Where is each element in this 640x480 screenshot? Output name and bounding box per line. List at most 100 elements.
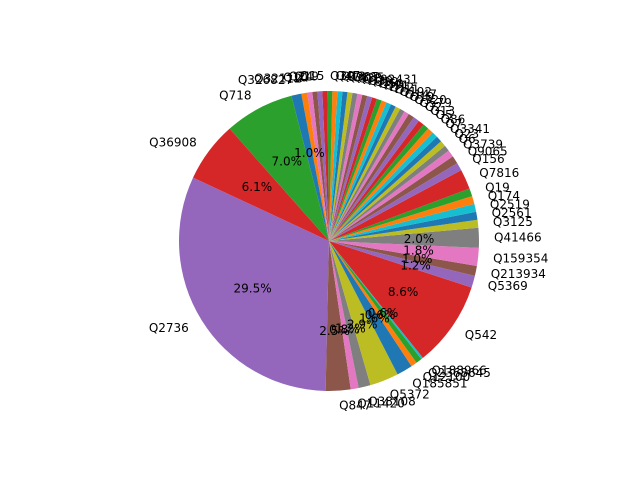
pie-slice (329, 241, 371, 389)
slice-percent: 1.0% (294, 146, 325, 160)
pie-slice (329, 241, 422, 363)
pie-slice (329, 156, 458, 241)
slice-percent: 0.6% (368, 306, 399, 320)
pie-slice (329, 241, 412, 375)
slice-label: Q320 (414, 93, 446, 107)
pie-slice (329, 120, 424, 241)
slice-label: Q29 (374, 75, 399, 89)
slice-label: Q19 (485, 180, 510, 194)
pie-percent-labels: 29.5%2.5%0.8%1.2%2.9%1.6%0.6%0.6%8.6%1.2… (234, 146, 435, 338)
slice-label: Q188966 (432, 363, 487, 377)
slice-label: Q7816 (479, 166, 519, 180)
pie-slice (329, 241, 417, 367)
pie-slice (329, 104, 396, 241)
pie-slice (178, 177, 329, 391)
pie-slice (329, 91, 338, 241)
slice-label: Q10 (283, 70, 308, 84)
slice-label: Q6 (459, 132, 476, 146)
pie-slice (329, 241, 398, 386)
pie-slice (312, 91, 329, 242)
slice-percent: 1.2% (335, 321, 366, 335)
slice-label: Q2561 (492, 206, 532, 220)
pie-slice (329, 145, 449, 241)
pie-slice (329, 93, 363, 241)
pie-slice (322, 91, 329, 241)
pie-slice (329, 91, 348, 241)
slice-label: Q32112 (254, 71, 302, 85)
slice-label: Q174 (488, 189, 520, 203)
pie-slice (329, 111, 409, 241)
slice-label: Q159354 (493, 252, 548, 266)
slice-label: Q5372 (390, 387, 430, 401)
pie-slice (329, 241, 475, 288)
pie-slice (329, 203, 477, 241)
slice-label: Q13 (430, 104, 455, 118)
slice-label: Q11420 (357, 397, 405, 411)
slice-label: Q192 (400, 85, 432, 99)
slice-label: Q2368645 (428, 366, 491, 380)
pie-slice (329, 92, 353, 241)
slice-percent: 2.0% (404, 232, 435, 246)
pie-slice (329, 94, 368, 241)
pie-slice (329, 102, 392, 241)
slice-label: Q91 (384, 79, 409, 93)
pie-slice (329, 91, 343, 242)
slice-label: Q50 (379, 77, 404, 91)
slice-label: Q907 (347, 70, 379, 84)
slice-label: Q12 (390, 81, 415, 95)
slice-label: Q185851 (412, 376, 467, 390)
pie-slice (329, 196, 475, 241)
pie-slice (325, 241, 351, 391)
pie-slice (329, 219, 479, 241)
pie-slice (307, 91, 329, 241)
slice-percent: 1.6% (359, 312, 390, 326)
slice-label: Q36908 (149, 135, 197, 149)
slice-percent: 8.6% (388, 285, 419, 299)
pie-slice (329, 95, 373, 241)
slice-label: Q41466 (494, 231, 542, 245)
slice-label: Q147 (405, 87, 437, 101)
pie-slice (329, 150, 453, 241)
pie-wedges (178, 91, 479, 391)
pie-slice (329, 128, 433, 241)
slice-label: Q47 (336, 69, 361, 83)
slice-label: Q19 (294, 69, 319, 83)
slice-label: Q542 (465, 328, 497, 342)
pie-slice (329, 92, 358, 241)
slice-label: Q39 (330, 69, 355, 83)
pie-slice (329, 124, 429, 241)
pie-slice (329, 106, 401, 241)
slice-percent: 29.5% (234, 282, 272, 296)
slice-label: Q24 (289, 70, 314, 84)
pie-slice (329, 241, 477, 276)
pie-slice (329, 241, 359, 390)
pie-slice (329, 117, 419, 241)
pie-slice (301, 92, 329, 241)
pie-slice (329, 188, 473, 241)
pie-slice (329, 136, 442, 241)
pie-slice (329, 108, 405, 242)
slice-percent: 0.6% (365, 308, 396, 322)
slice-percent: 7.0% (272, 155, 303, 169)
pie-slice (229, 95, 329, 241)
slice-label: Q718 (219, 88, 251, 102)
slice-label: Q13 (341, 69, 366, 83)
slice-label: Q7 (445, 117, 462, 131)
slice-label: Q579 (420, 96, 452, 110)
pie-slice (329, 241, 479, 266)
slice-percent: 0.8% (329, 323, 360, 337)
slice-percent: 1.0% (402, 252, 433, 266)
pie-slice (327, 91, 333, 242)
slice-percent: 6.1% (242, 180, 273, 194)
slice-label: Q5369 (488, 279, 528, 293)
slice-label: Q11 (395, 83, 420, 97)
pie-slice (329, 241, 472, 358)
pie-slice (329, 163, 462, 241)
pie-slice (329, 98, 382, 242)
pie-slice (329, 227, 479, 248)
pie-slice (317, 91, 329, 242)
slice-label: Q39 (368, 74, 393, 88)
slice-percent: 1.8% (403, 244, 434, 258)
slice-label: Q19 (410, 90, 435, 104)
